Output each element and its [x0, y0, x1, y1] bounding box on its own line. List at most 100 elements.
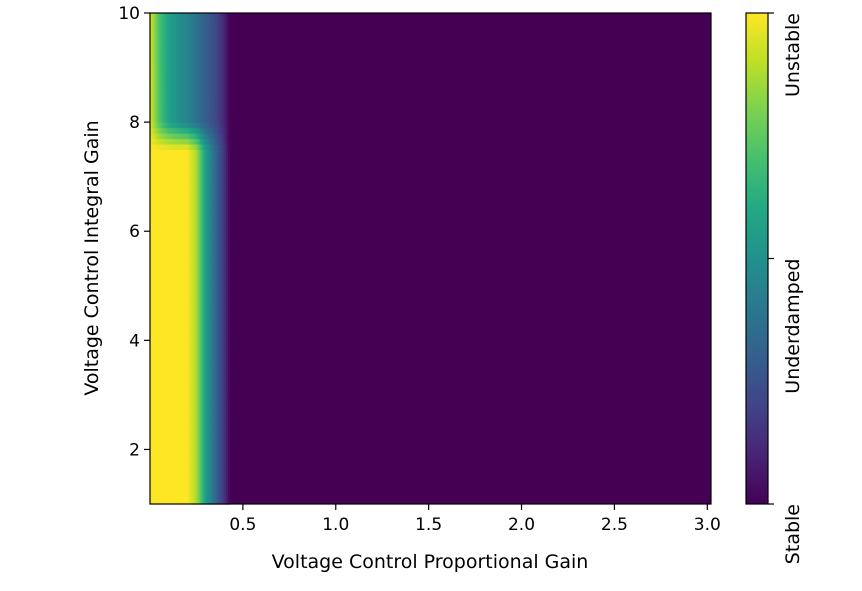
- heatmap-cell: [155, 242, 159, 249]
- heatmap-cell: [166, 258, 170, 265]
- heatmap-cell: [192, 427, 196, 434]
- heatmap-cell: [200, 89, 203, 96]
- heatmap-cell: [183, 373, 186, 380]
- heatmap-cell: [161, 405, 164, 412]
- heatmap-cell: [205, 258, 209, 265]
- heatmap-cell: [226, 18, 229, 25]
- heatmap-cell: [185, 274, 188, 281]
- heatmap-cell: [196, 165, 199, 172]
- plot-frame: [149, 12, 712, 505]
- heatmap-cell: [211, 18, 214, 25]
- heatmap-cell: [222, 198, 225, 205]
- heatmap-cell: [211, 373, 214, 380]
- heatmap-cell: [205, 356, 209, 363]
- heatmap-cell: [189, 318, 192, 325]
- heatmap-cell: [218, 291, 222, 298]
- heatmap-cell: [211, 209, 214, 216]
- heatmap-cell: [190, 471, 194, 478]
- heatmap-cell: [168, 367, 172, 374]
- heatmap-cell: [161, 78, 164, 85]
- heatmap-cell: [190, 45, 194, 52]
- heatmap-cell: [176, 422, 179, 429]
- heatmap-cell: [209, 296, 212, 303]
- heatmap-cell: [205, 285, 209, 292]
- heatmap-cell: [179, 247, 183, 254]
- heatmap-cell: [192, 400, 196, 407]
- heatmap-cell: [187, 40, 190, 47]
- heatmap-cell: [205, 433, 209, 440]
- heatmap-cell: [222, 45, 225, 52]
- heatmap-cell: [200, 307, 203, 314]
- heatmap-cell: [151, 138, 155, 145]
- heatmap-cell: [215, 476, 218, 483]
- heatmap-cell: [157, 149, 160, 156]
- heatmap-cell: [155, 13, 159, 20]
- heatmap-cell: [151, 340, 155, 347]
- heatmap-cell: [181, 242, 185, 249]
- heatmap-cell: [163, 405, 166, 412]
- heatmap-cell: [153, 291, 157, 298]
- heatmap-cell: [172, 400, 175, 407]
- heatmap-cell: [187, 356, 190, 363]
- heatmap-cell: [218, 285, 222, 292]
- heatmap-cell: [183, 209, 186, 216]
- heatmap-cell: [179, 67, 183, 74]
- heatmap-cell: [166, 274, 170, 281]
- heatmap-cell: [177, 187, 181, 194]
- heatmap-cell: [176, 471, 179, 478]
- heatmap-cell: [177, 214, 181, 221]
- heatmap-cell: [228, 138, 231, 145]
- heatmap-cell: [151, 182, 155, 189]
- heatmap-cell: [222, 209, 225, 216]
- heatmap-cell: [207, 83, 211, 90]
- heatmap-cell: [220, 231, 224, 238]
- heatmap-cell: [194, 116, 198, 123]
- heatmap-cell: [216, 83, 220, 90]
- heatmap-cell: [157, 220, 160, 227]
- heatmap-cell: [181, 18, 185, 25]
- heatmap-cell: [218, 416, 222, 423]
- heatmap-cell: [172, 13, 175, 20]
- heatmap-cell: [185, 122, 188, 129]
- heatmap-cell: [203, 45, 207, 52]
- heatmap-cell: [185, 182, 188, 189]
- heatmap-cell: [215, 231, 218, 238]
- heatmap-cell: [151, 285, 155, 292]
- heatmap-cell: [196, 193, 199, 200]
- heatmap-cell: [216, 23, 220, 30]
- heatmap-cell: [224, 498, 227, 505]
- heatmap-cell: [159, 373, 162, 380]
- heatmap-cell: [153, 427, 157, 434]
- heatmap-cell: [179, 203, 183, 210]
- heatmap-cell: [215, 100, 218, 107]
- heatmap-cell: [200, 133, 203, 140]
- heatmap-cell: [151, 203, 155, 210]
- heatmap-cell: [189, 493, 192, 500]
- heatmap-cell: [228, 422, 231, 429]
- heatmap-cell: [187, 460, 190, 467]
- heatmap-cell: [176, 340, 179, 347]
- heatmap-cell: [215, 83, 218, 90]
- heatmap-cell: [150, 296, 153, 303]
- heatmap-cell: [174, 73, 177, 80]
- heatmap-cell: [170, 334, 173, 341]
- heatmap-cell: [218, 389, 222, 396]
- heatmap-cell: [198, 471, 201, 478]
- heatmap-cell: [216, 263, 220, 271]
- heatmap-cell: [166, 302, 170, 309]
- heatmap-cell: [222, 493, 225, 500]
- heatmap-cell: [211, 111, 214, 118]
- heatmap-cell: [174, 89, 177, 96]
- heatmap-cell: [190, 394, 194, 401]
- heatmap-cell: [157, 160, 160, 167]
- heatmap-cell: [150, 83, 153, 90]
- heatmap-cell: [168, 225, 172, 232]
- heatmap-cell: [159, 274, 162, 281]
- heatmap-cell: [205, 89, 209, 96]
- heatmap-cell: [187, 465, 190, 472]
- heatmap-cell: [222, 247, 225, 254]
- heatmap-cell: [209, 143, 212, 150]
- heatmap-cell: [155, 449, 159, 456]
- heatmap-cell: [213, 433, 216, 440]
